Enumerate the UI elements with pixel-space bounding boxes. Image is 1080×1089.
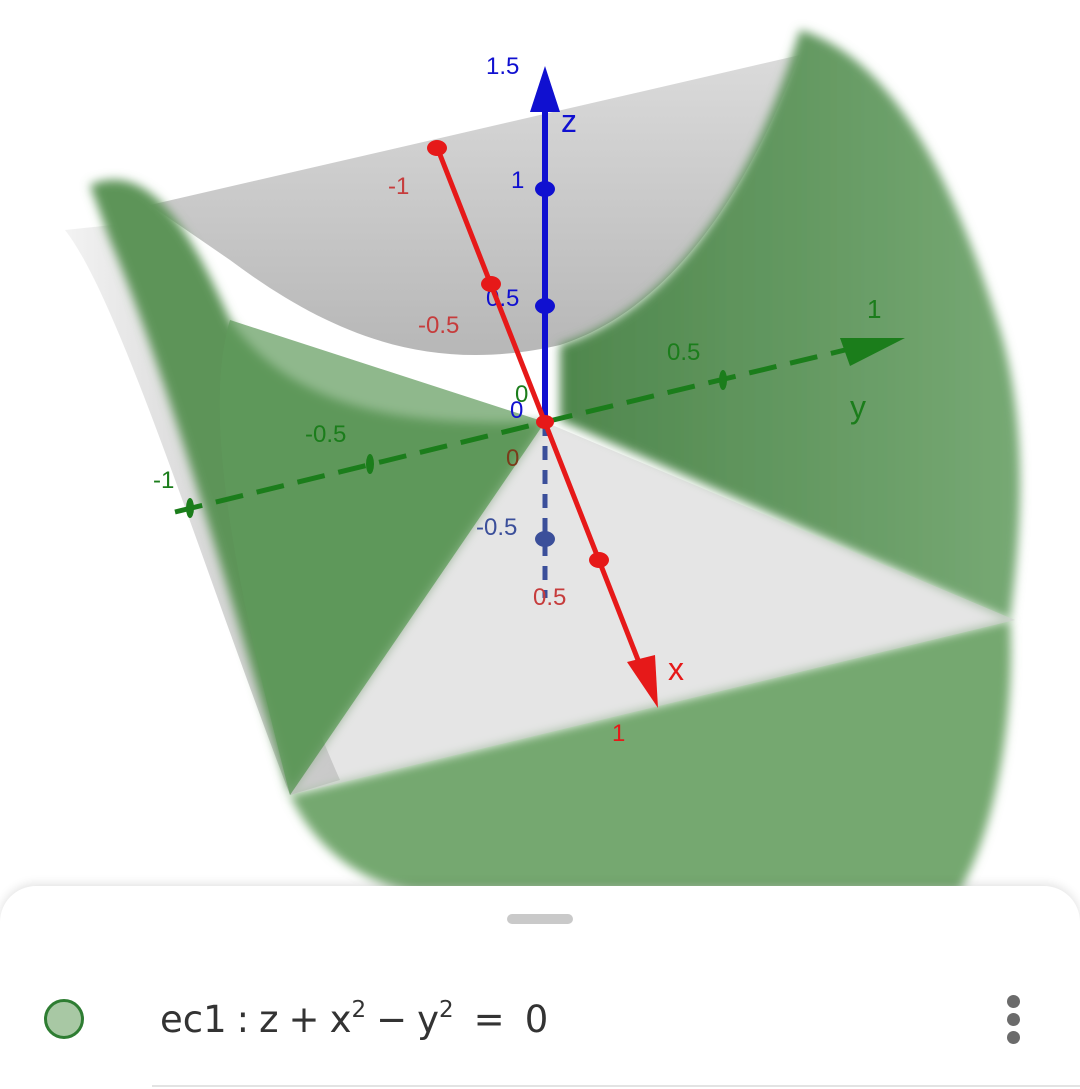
name-separator: : xyxy=(236,998,250,1041)
y-tick-label: 0 xyxy=(515,381,528,408)
row-divider xyxy=(152,1085,1080,1087)
y-tick-mark xyxy=(186,498,194,518)
y-tick-label: -0.5 xyxy=(305,421,346,448)
equation-term-y: y xyxy=(417,998,440,1041)
y-axis: -1 -0.5 0 0.5 1 y xyxy=(153,294,905,518)
surface-top-sheet xyxy=(150,55,800,356)
x-tick-label: 1 xyxy=(612,720,625,747)
y-tick-label: 0.5 xyxy=(667,339,700,366)
z-tick-mark xyxy=(535,298,555,314)
y-tick-mark xyxy=(719,370,727,390)
menu-dot xyxy=(1007,995,1020,1008)
equation-rhs: 0 xyxy=(524,998,549,1041)
object-name: ec1 xyxy=(160,998,227,1041)
z-axis: -0.5 0 0.5 1 1.5 z xyxy=(476,53,577,598)
algebra-item-ec1[interactable]: ec1: z + x2− y2 = 0 xyxy=(160,994,548,1046)
y-tick-label: -1 xyxy=(153,467,174,494)
x-tick-mark xyxy=(481,276,501,292)
panel-drag-handle[interactable] xyxy=(507,914,573,924)
z-tick-label: -0.5 xyxy=(476,514,517,541)
z-tick-label: 0 xyxy=(510,397,523,424)
x-tick-label: 0 xyxy=(506,445,519,472)
equation-term-x: x xyxy=(329,998,352,1041)
equation-exponent-y: 2 xyxy=(439,997,454,1023)
x-tick-label: 0.5 xyxy=(533,584,566,611)
x-axis-name: x xyxy=(668,651,684,687)
z-axis-name: z xyxy=(561,103,577,139)
x-tick-mark xyxy=(589,552,609,568)
y-tick-mark xyxy=(366,454,374,474)
x-tick-mark xyxy=(427,140,447,156)
y-axis-arrow xyxy=(840,338,905,366)
equation-operator-plus: + xyxy=(288,998,320,1041)
x-axis-arrow xyxy=(627,655,658,708)
z-tick-label: 1.5 xyxy=(486,53,519,80)
equation-term-z: z xyxy=(259,998,279,1041)
surface-right-wing xyxy=(560,30,1020,620)
x-tick-label: -0.5 xyxy=(418,312,459,339)
menu-dot xyxy=(1007,1031,1020,1044)
z-tick-mark xyxy=(535,181,555,197)
z-tick-label: 1 xyxy=(511,167,524,194)
y-axis-name: y xyxy=(850,389,866,425)
z-tick-mark xyxy=(535,531,555,547)
menu-dot xyxy=(1007,1013,1020,1026)
surface-middle-wedge xyxy=(219,320,546,795)
more-vert-icon[interactable] xyxy=(996,992,1032,1048)
equation-exponent-x: 2 xyxy=(351,997,367,1023)
surface-lower-wedge xyxy=(290,422,1015,795)
y-axis-negative xyxy=(174,419,546,515)
equation-equals: = xyxy=(473,998,505,1041)
y-axis-positive xyxy=(544,347,846,425)
x-axis: -1 -0.5 0 0.5 1 x xyxy=(388,140,684,747)
visibility-toggle-icon[interactable] xyxy=(44,999,84,1039)
y-tick-label: 1 xyxy=(867,294,881,324)
surface-ec1[interactable] xyxy=(65,30,1020,890)
x-origin-mark xyxy=(536,415,554,429)
algebra-panel: ec1: z + x2− y2 = 0 xyxy=(0,886,1080,1089)
x-tick-label: -1 xyxy=(388,173,409,200)
equation-operator-minus: − xyxy=(376,998,408,1041)
surface-bottom-bowl xyxy=(290,620,1011,890)
x-axis-line xyxy=(434,146,643,666)
z-axis-arrow xyxy=(530,66,560,112)
